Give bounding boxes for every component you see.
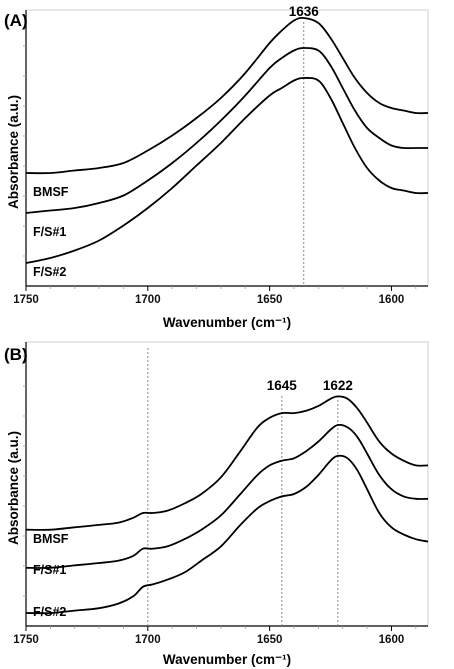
series-line-f-s-2	[25, 77, 429, 264]
series-label: BMSF	[33, 185, 69, 199]
y-axis-title: Absorbance (a.u.)	[6, 95, 21, 209]
series-label: F/S#2	[33, 265, 66, 279]
series-label: F/S#2	[33, 605, 66, 619]
x-tick-label: 1750	[13, 634, 39, 646]
panel-label: (B)	[4, 345, 28, 364]
x-tick-label: 1700	[135, 294, 161, 306]
x-tick-label: 1650	[257, 294, 283, 306]
y-axis-title: Absorbance (a.u.)	[6, 431, 21, 545]
x-tick-label: 1700	[135, 634, 161, 646]
plot-frame	[26, 9, 429, 286]
panel-b: 1750 1700 1650 1600 1645 1622 BMSF F/S#1 F/S#2 (B…	[4, 341, 429, 667]
plot-frame	[26, 341, 429, 626]
x-tick-label: 1600	[379, 634, 405, 646]
x-tick-label: 1750	[13, 294, 39, 306]
x-axis-title: Wavenumber (cm⁻¹)	[163, 652, 291, 667]
x-tick-label: 1600	[379, 294, 405, 306]
series-line-bmsf	[25, 17, 429, 175]
panel-a: 1750 1700 1650 1600 1636 BMSF F/S#1 F/S#2 (A) Wav…	[4, 4, 429, 330]
panel-label: (A)	[4, 11, 28, 30]
peak-label: 1636	[289, 4, 320, 19]
peak-label: 1622	[323, 378, 353, 393]
series-line-f-s-1	[25, 424, 429, 569]
series-label: F/S#1	[33, 225, 66, 239]
series-line-f-s-1	[25, 47, 428, 214]
x-tick-label: 1650	[257, 634, 283, 646]
x-axis-title: Wavenumber (cm⁻¹)	[163, 315, 291, 330]
series-line-bmsf	[25, 395, 429, 531]
peak-label: 1645	[267, 378, 298, 393]
series-label: BMSF	[33, 532, 69, 546]
series-line-f-s-2	[25, 454, 429, 615]
series-label: F/S#1	[33, 563, 66, 577]
